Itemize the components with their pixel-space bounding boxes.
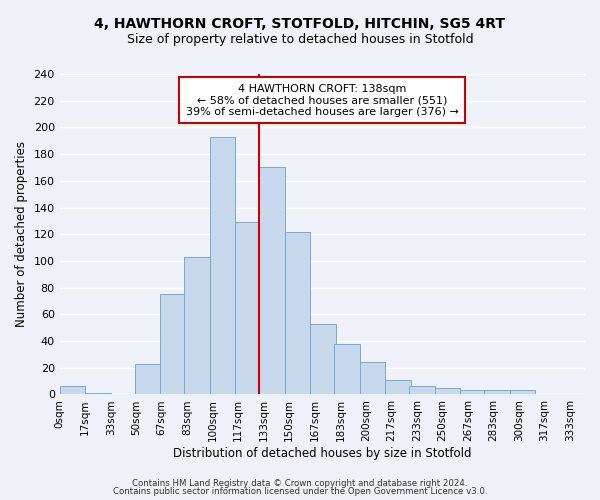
Bar bbox=[210, 137, 235, 394]
Bar bbox=[460, 390, 486, 394]
Text: Size of property relative to detached houses in Stotfold: Size of property relative to detached ho… bbox=[127, 32, 473, 46]
Bar bbox=[435, 388, 460, 394]
Bar bbox=[235, 222, 261, 394]
Bar bbox=[334, 344, 360, 394]
Text: 4, HAWTHORN CROFT, STOTFOLD, HITCHIN, SG5 4RT: 4, HAWTHORN CROFT, STOTFOLD, HITCHIN, SG… bbox=[95, 18, 505, 32]
Bar bbox=[160, 294, 186, 394]
Text: Contains HM Land Registry data © Crown copyright and database right 2024.: Contains HM Land Registry data © Crown c… bbox=[132, 478, 468, 488]
Bar bbox=[135, 364, 160, 394]
Bar bbox=[259, 168, 285, 394]
X-axis label: Distribution of detached houses by size in Stotfold: Distribution of detached houses by size … bbox=[173, 447, 472, 460]
Bar bbox=[310, 324, 336, 394]
Bar bbox=[409, 386, 435, 394]
Text: 4 HAWTHORN CROFT: 138sqm
← 58% of detached houses are smaller (551)
39% of semi-: 4 HAWTHORN CROFT: 138sqm ← 58% of detach… bbox=[186, 84, 459, 117]
Y-axis label: Number of detached properties: Number of detached properties bbox=[15, 141, 28, 327]
Bar bbox=[85, 393, 110, 394]
Bar bbox=[184, 257, 210, 394]
Bar bbox=[484, 390, 510, 394]
Bar bbox=[59, 386, 85, 394]
Bar bbox=[385, 380, 411, 394]
Text: Contains public sector information licensed under the Open Government Licence v3: Contains public sector information licen… bbox=[113, 487, 487, 496]
Bar bbox=[510, 390, 535, 394]
Bar bbox=[285, 232, 310, 394]
Bar bbox=[360, 362, 385, 394]
